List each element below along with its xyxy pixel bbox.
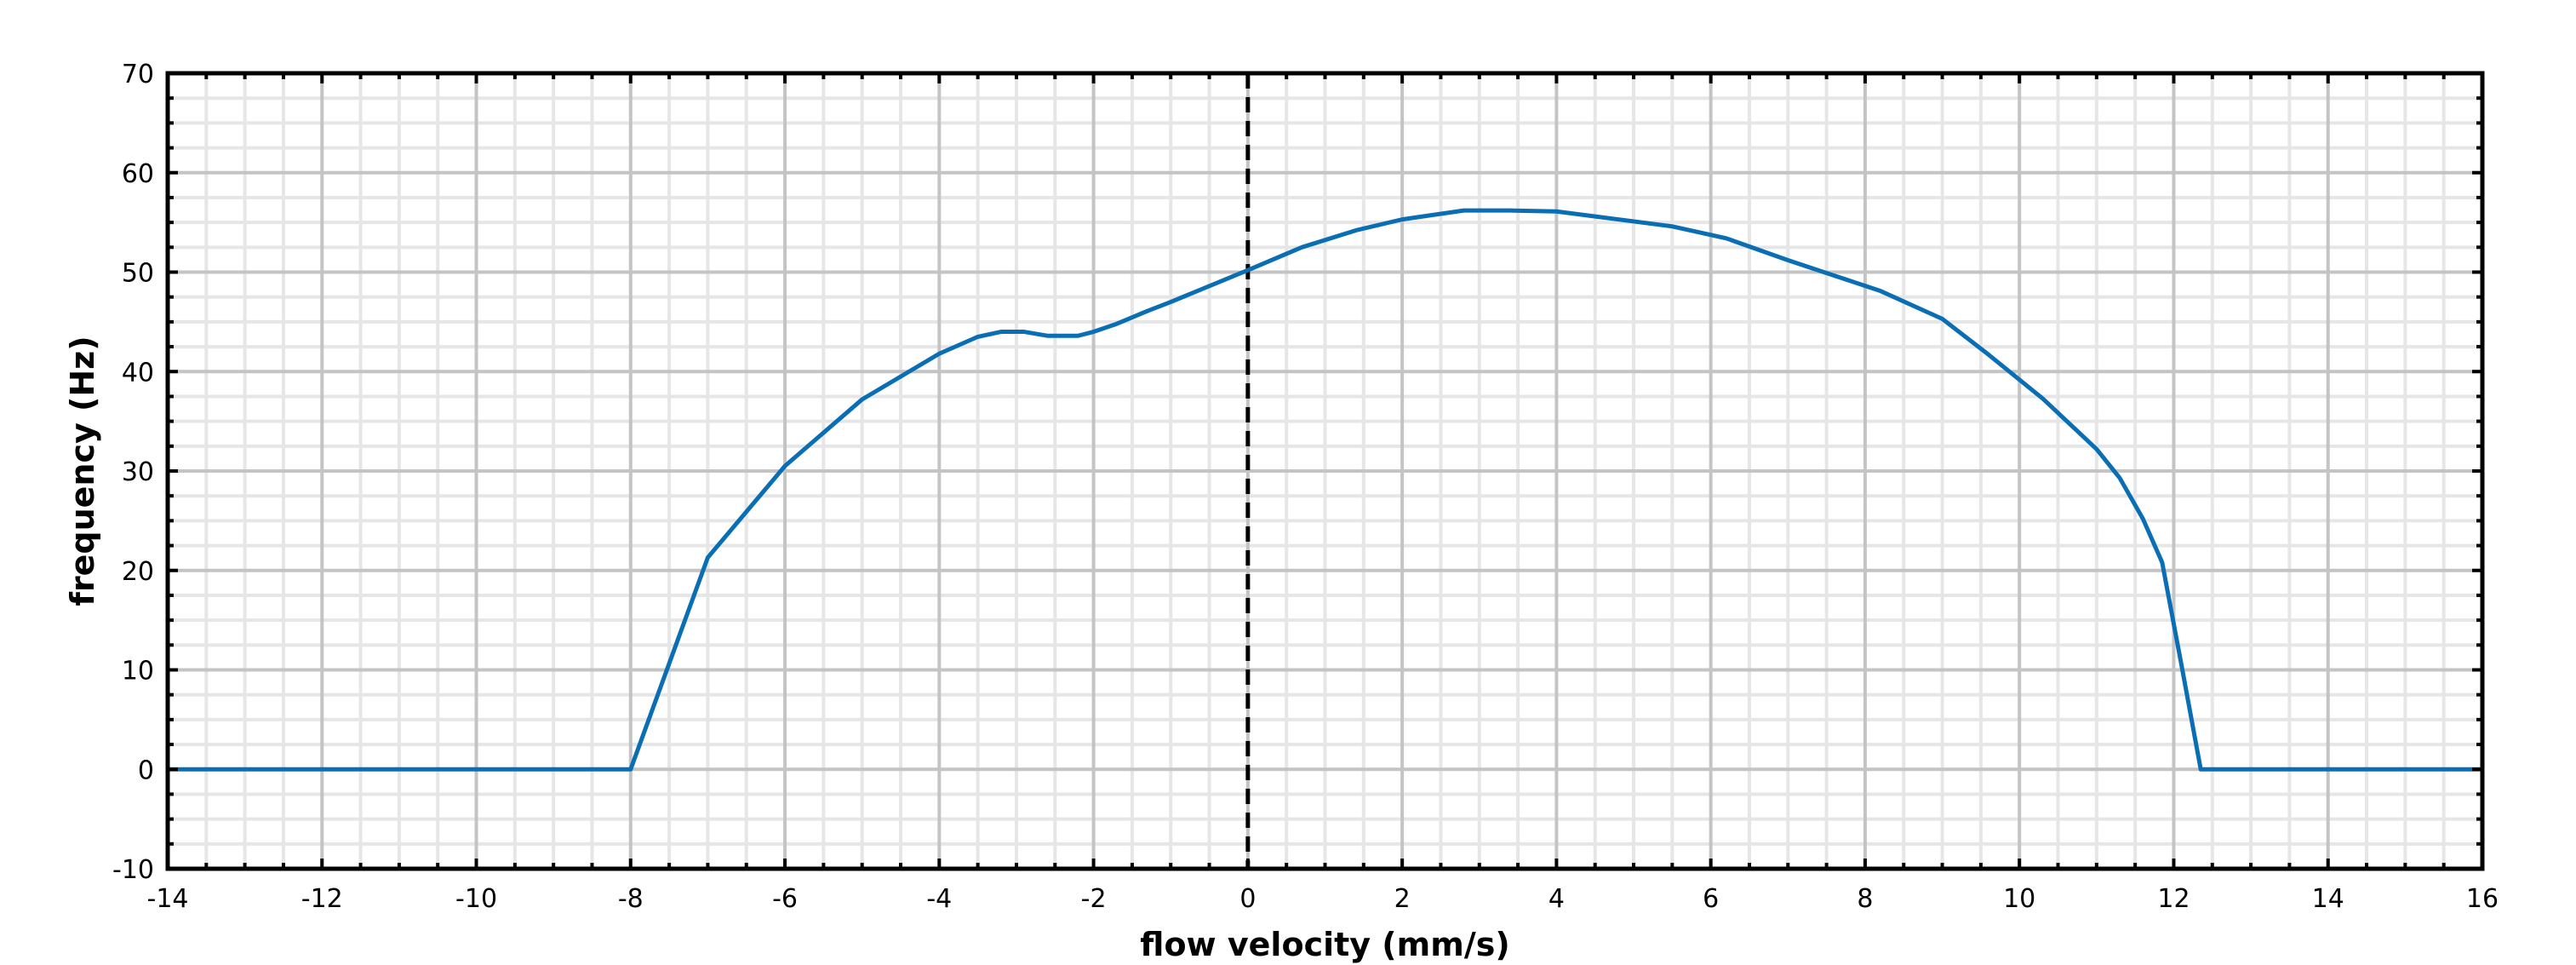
y-tick-label: 0: [138, 755, 154, 785]
x-tick-label: -4: [926, 884, 952, 914]
x-tick-label: -2: [1081, 884, 1107, 914]
x-tick-label: -10: [455, 884, 497, 914]
x-axis-title: flow velocity (mm/s): [1140, 926, 1509, 963]
x-tick-label: 4: [1548, 884, 1565, 914]
x-tick-label: 6: [1703, 884, 1719, 914]
y-tick-label: -10: [112, 855, 154, 885]
tick-marks: [166, 72, 2484, 870]
y-tick-label: 10: [122, 657, 154, 686]
x-tick-label: -14: [147, 884, 189, 914]
series-layer: [168, 208, 2482, 772]
y-tick-label: 60: [122, 159, 154, 189]
x-tick-label: 0: [1239, 884, 1256, 914]
y-tick-label: 40: [122, 358, 154, 388]
x-tick-label: 2: [1394, 884, 1411, 914]
x-tick-label: 8: [1857, 884, 1873, 914]
y-tick-label: 30: [122, 457, 154, 487]
x-tick-label: -6: [772, 884, 798, 914]
y-tick-label: 70: [122, 60, 154, 89]
x-tick-labels: -14 -12 -10 -8 -6 -4 -2 0 2 4 6 8 10 12 14 16: [147, 884, 2499, 914]
series-line-0: [168, 208, 2482, 772]
x-tick-label: -8: [618, 884, 644, 914]
y-axis-title: frequency (Hz): [64, 336, 101, 606]
x-tick-label: 16: [2466, 884, 2499, 914]
x-tick-label: 12: [2157, 884, 2190, 914]
y-tick-labels: -10 0 10 20 30 40 50 60 70: [112, 60, 154, 885]
x-tick-label: -12: [301, 884, 343, 914]
y-tick-label: 50: [122, 259, 154, 289]
y-tick-label: 20: [122, 557, 154, 587]
x-tick-label: 10: [2003, 884, 2035, 914]
x-tick-label: 14: [2312, 884, 2344, 914]
